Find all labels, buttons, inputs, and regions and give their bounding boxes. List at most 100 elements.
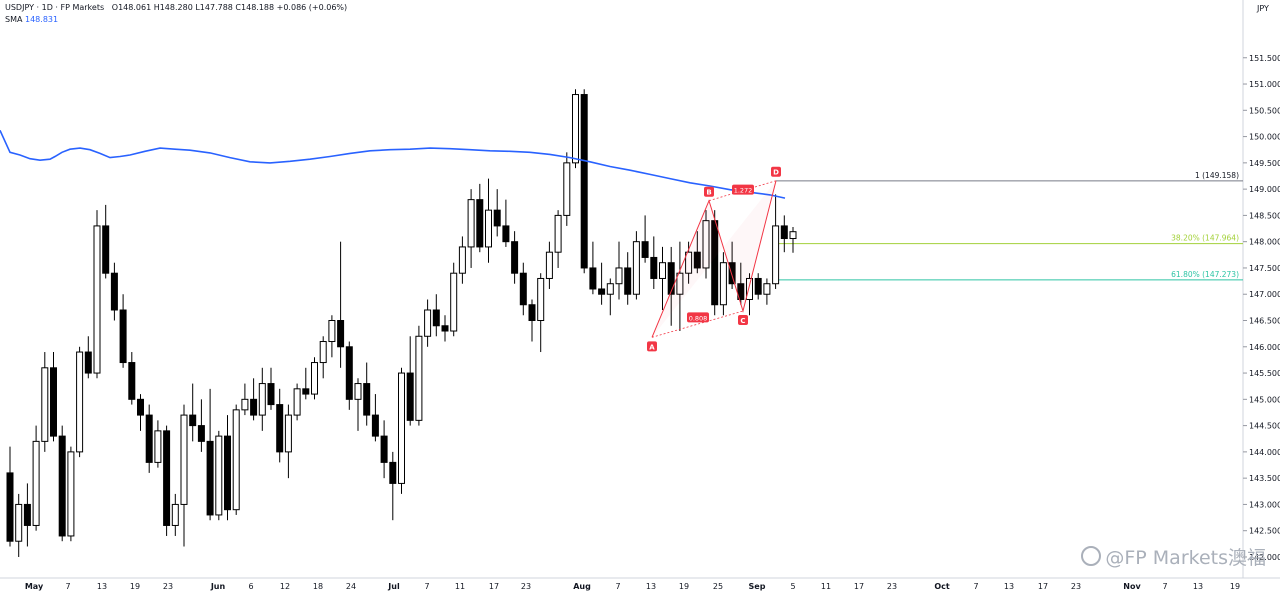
candle-body xyxy=(215,435,223,516)
candle-body xyxy=(58,435,66,537)
pattern-ratio-badge xyxy=(732,184,754,195)
y-tick-label: 146.500 xyxy=(1249,317,1280,326)
x-tick-label: May xyxy=(25,582,44,591)
candle-body xyxy=(693,251,701,269)
sma-value: 148.831 xyxy=(25,15,59,24)
candle-body xyxy=(93,225,101,374)
candle-body xyxy=(293,388,301,416)
x-tick-label: 17 xyxy=(489,582,499,591)
x-tick-label: 23 xyxy=(1071,582,1081,591)
x-tick-label: 18 xyxy=(313,582,323,591)
candle-body xyxy=(102,225,110,274)
fib-level-label: 61.80% (147.273) xyxy=(1171,270,1239,279)
candle-body xyxy=(276,404,284,453)
x-tick-label: 13 xyxy=(646,582,656,591)
candle-body xyxy=(380,435,388,463)
y-tick-label: 142.500 xyxy=(1249,527,1280,536)
pattern-point-badge xyxy=(647,341,657,352)
candle-body xyxy=(580,94,588,269)
candle-body xyxy=(206,440,214,516)
pattern-point-badge xyxy=(704,186,714,197)
candle-body xyxy=(250,398,258,416)
candle-body xyxy=(485,209,492,248)
x-tick-label: Oct xyxy=(934,582,950,591)
candle-body xyxy=(189,414,197,427)
y-tick-label: 145.500 xyxy=(1249,369,1280,378)
candle-body xyxy=(406,372,414,421)
candle-body xyxy=(145,414,153,463)
symbol-label: USDJPY · 1D · FP Markets xyxy=(5,3,105,12)
candle-body xyxy=(154,430,162,463)
y-tick-label: 151.000 xyxy=(1249,80,1280,89)
candle-body xyxy=(572,94,579,164)
x-tick-label: 25 xyxy=(713,582,723,591)
fib-level-label: 38.20% (147.964) xyxy=(1171,234,1239,243)
x-tick-label: 7 xyxy=(973,582,978,591)
candle-body xyxy=(328,320,336,343)
x-tick-label: 13 xyxy=(1193,582,1203,591)
x-tick-label: 6 xyxy=(248,582,253,591)
candle-body xyxy=(763,283,771,295)
x-tick-label: 11 xyxy=(455,582,465,591)
candle-body xyxy=(519,272,527,306)
candle-body xyxy=(719,262,727,306)
x-tick-label: 17 xyxy=(1038,582,1048,591)
y-tick-label: 146.000 xyxy=(1249,343,1280,352)
candle-body xyxy=(754,277,762,295)
candle-body xyxy=(476,199,484,248)
ohlc-readout: O148.061 H148.280 L147.788 C148.188 +0.0… xyxy=(111,3,348,12)
candle-body xyxy=(363,383,371,416)
pattern-point-badge xyxy=(738,315,748,326)
x-tick-label: 5 xyxy=(790,582,795,591)
candle-body xyxy=(15,503,23,542)
candle-body xyxy=(23,503,31,526)
candle-body xyxy=(284,414,292,453)
candle-body xyxy=(789,231,797,240)
y-tick-label: 147.500 xyxy=(1249,264,1280,273)
x-tick-label: 13 xyxy=(1004,582,1014,591)
candle-body xyxy=(554,214,562,253)
candle-body xyxy=(267,383,275,406)
candle-body xyxy=(128,362,136,400)
candle-body xyxy=(241,398,249,411)
x-tick-label: Jun xyxy=(210,582,226,591)
y-tick-label: 144.000 xyxy=(1249,448,1280,457)
x-tick-label: Aug xyxy=(573,582,591,591)
sma-label: SMA xyxy=(5,15,23,24)
candle-body xyxy=(319,341,327,364)
y-tick-label: 150.000 xyxy=(1249,133,1280,142)
candle-body xyxy=(667,262,675,295)
candle-body xyxy=(232,409,240,511)
candle-body xyxy=(197,425,205,442)
candle-body xyxy=(502,225,510,243)
candle-body xyxy=(676,272,684,295)
symbol-ohlc-line: USDJPY · 1D · FP Markets O148.061 H148.2… xyxy=(5,2,347,14)
x-tick-label: 23 xyxy=(163,582,173,591)
x-tick-label: 19 xyxy=(679,582,689,591)
candle-body xyxy=(41,367,49,442)
x-tick-label: Sep xyxy=(749,582,766,591)
candle-body xyxy=(50,367,57,437)
candle-body xyxy=(650,256,658,279)
candle-body xyxy=(32,440,40,526)
candle-body xyxy=(345,346,353,400)
pattern-point-label: B xyxy=(706,189,711,197)
watermark-text: @FP Markets澳福 xyxy=(1105,547,1266,569)
candle-body xyxy=(311,362,318,395)
candle-body xyxy=(685,251,693,274)
pattern-fill xyxy=(652,180,776,338)
x-tick-label: 13 xyxy=(97,582,107,591)
x-tick-label: 7 xyxy=(1162,582,1167,591)
candle-body xyxy=(171,503,179,526)
y-tick-label: 142.000 xyxy=(1249,553,1280,562)
x-tick-label: Jul xyxy=(387,582,400,591)
candle-body xyxy=(615,267,623,285)
candle-body xyxy=(137,398,144,416)
candle-body xyxy=(389,461,397,484)
candle-body xyxy=(354,383,362,400)
candle-body xyxy=(441,325,449,332)
y-tick-label: 148.500 xyxy=(1249,211,1280,220)
candle-body xyxy=(84,351,92,374)
